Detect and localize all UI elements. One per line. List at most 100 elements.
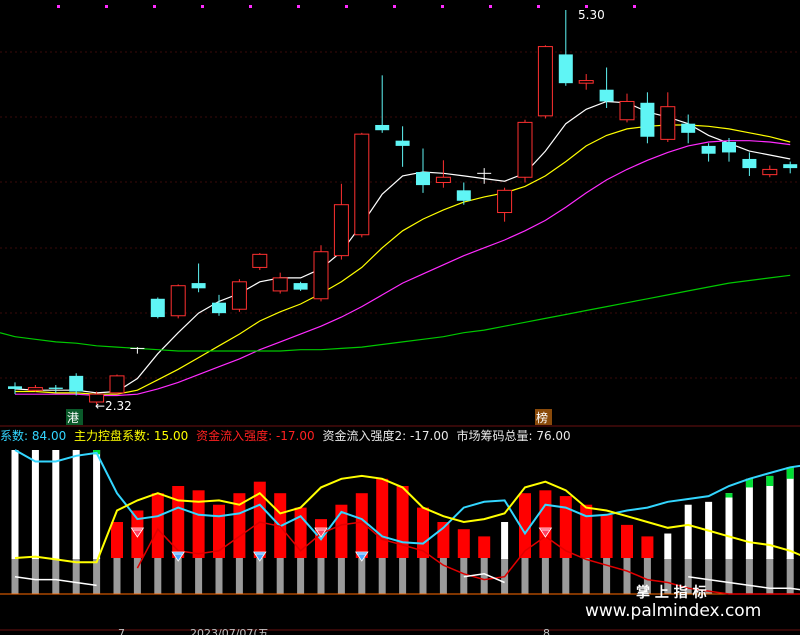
high-price-label: 5.30: [578, 8, 605, 22]
magenta-dot: [393, 5, 396, 8]
indicator-legend: 系数: 84.00 主力控盘系数: 15.00 资金流入强度: -17.00 资…: [0, 428, 571, 443]
candle-body-down: [416, 172, 430, 186]
candle-body-up: [27, 387, 43, 391]
top-magenta-dots: [57, 5, 636, 8]
candle-body-down: [150, 298, 165, 318]
indicator-red-bar: [478, 536, 491, 558]
candle-body-down: [640, 102, 655, 137]
candle-body-up: [333, 204, 349, 257]
magenta-dot: [297, 5, 300, 8]
candle-body-up: [435, 176, 451, 183]
indicator-red-bar: [559, 496, 572, 558]
candle-body-up: [762, 168, 778, 176]
indicator-red-bar: [539, 490, 552, 558]
candle-body-up: [252, 253, 268, 268]
indicator-gray-bar: [317, 558, 325, 594]
indicator-white-line: [688, 575, 800, 591]
indicator-gray-bar: [766, 558, 774, 594]
indicator-yellow-line: [14, 474, 800, 564]
indicator-gray-bar: [52, 558, 60, 594]
x-label-date: 2023/07/07(五: [190, 627, 269, 635]
indicator-white-bar: [501, 522, 509, 559]
indicator-cyan-line: [14, 449, 800, 545]
magenta-dot: [105, 5, 108, 8]
candle-body-down: [722, 141, 736, 153]
indicator-gray-bar: [684, 558, 692, 594]
indicator-white-bar: [52, 450, 60, 559]
indicator-gray-bar: [705, 558, 713, 594]
indicator-gray-bar: [439, 558, 447, 594]
magenta-dot: [585, 5, 588, 8]
moving-average-line: [15, 140, 791, 397]
price-panel-grid: [0, 51, 800, 379]
badge-hk-text: 港: [67, 411, 79, 425]
magenta-dot: [249, 5, 252, 8]
indicator-gray-bar: [174, 558, 182, 594]
indicator-gray-bar: [378, 558, 386, 594]
indicator-red-bar: [253, 481, 266, 558]
candle-body-up: [89, 393, 105, 403]
indicator-red-bar: [355, 493, 368, 558]
candle-body-down: [69, 375, 84, 392]
indicator-gray-bar: [480, 558, 488, 594]
magenta-dot: [201, 5, 204, 8]
candle-body-down: [701, 145, 716, 154]
candlesticks: [8, 10, 798, 405]
indicator-gray-bar: [562, 558, 570, 594]
low-price-label: ←2.32: [95, 399, 132, 413]
magenta-dot: [345, 5, 348, 8]
indicator-gray-bar: [786, 558, 794, 594]
indicator-red-bar: [621, 524, 633, 558]
indicator-bars: [11, 450, 794, 594]
indicator-gray-bar: [643, 558, 651, 594]
indicator-red-bar: [233, 493, 246, 558]
indicator-gray-bar: [256, 558, 264, 594]
candle-body-down: [456, 190, 471, 201]
indicator-green-cap: [786, 467, 794, 479]
candle-body-down: [375, 124, 390, 131]
indicator-gray-bar: [745, 558, 753, 594]
legend-inflow-strength: 资金流入强度: -17.00: [196, 428, 315, 443]
x-label-7: 7: [118, 627, 125, 635]
indicator-gray-bar: [725, 558, 733, 594]
indicator-gray-bar: [297, 558, 305, 594]
indicator-red-bar: [335, 504, 348, 558]
legend-control-coef: 主力控盘系数: 15.00: [74, 428, 188, 443]
candle-body-down: [48, 387, 63, 389]
indicator-green-cap: [766, 475, 774, 486]
legend-coef: 系数: 84.00: [0, 428, 66, 443]
indicator-white-bar: [93, 450, 101, 559]
indicator-markers: [130, 527, 553, 562]
candle-body-up: [231, 281, 247, 310]
indicator-gray-bar: [521, 558, 529, 594]
indicator-red-bar: [151, 493, 164, 558]
indicator-white-line: [463, 573, 505, 584]
indicator-gray-bar: [358, 558, 366, 594]
candle-body-up: [537, 46, 553, 117]
indicator-gray-bar: [195, 558, 203, 594]
indicator-gray-bar: [337, 558, 345, 594]
indicator-white-bar: [11, 450, 19, 559]
indicator-gray-bar: [93, 558, 101, 594]
candle-body-down: [783, 164, 798, 169]
indicator-red-bar: [111, 522, 123, 558]
indicator-red-bar: [396, 486, 409, 558]
candle-body-up: [109, 375, 125, 394]
indicator-gray-bar: [215, 558, 223, 594]
candle-body-up: [660, 106, 676, 140]
badge-hk: 港: [66, 409, 83, 425]
indicator-red-bar: [457, 529, 470, 558]
candle-body-up: [170, 285, 186, 317]
candle-body-down: [599, 89, 614, 102]
indicator-red-bar: [213, 504, 225, 558]
indicator-red-bar: [600, 514, 613, 558]
candle-body-up: [272, 277, 288, 292]
indicator-gray-bar: [72, 558, 80, 594]
x-label-8: 8: [543, 627, 550, 635]
indicator-gray-bar: [541, 558, 549, 594]
magenta-dot: [537, 5, 540, 8]
indicator-gray-bar: [133, 558, 141, 594]
indicator-gray-bar: [582, 558, 590, 594]
candle-body-up: [313, 251, 329, 300]
